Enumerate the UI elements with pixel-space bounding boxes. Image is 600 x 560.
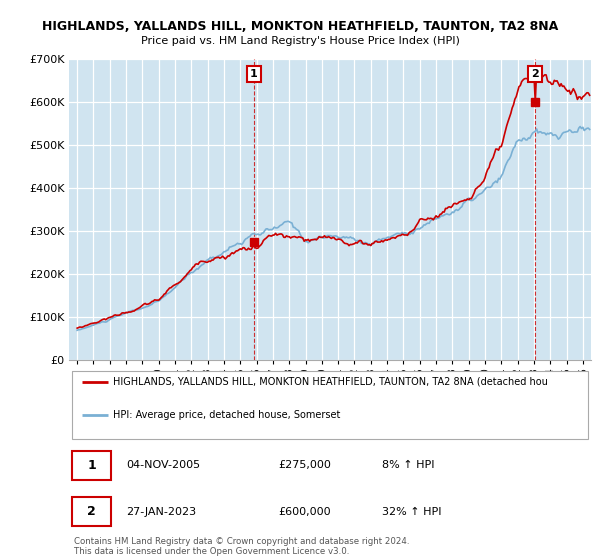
Text: HPI: Average price, detached house, Somerset: HPI: Average price, detached house, Some… xyxy=(113,410,341,420)
Text: £275,000: £275,000 xyxy=(278,460,331,470)
FancyBboxPatch shape xyxy=(71,371,589,439)
Text: £600,000: £600,000 xyxy=(278,507,331,517)
Text: HIGHLANDS, YALLANDS HILL, MONKTON HEATHFIELD, TAUNTON, TA2 8NA: HIGHLANDS, YALLANDS HILL, MONKTON HEATHF… xyxy=(42,20,558,32)
FancyBboxPatch shape xyxy=(71,451,111,480)
Text: 1: 1 xyxy=(87,459,96,472)
Text: 2: 2 xyxy=(531,69,539,79)
Text: 1: 1 xyxy=(250,69,258,79)
FancyBboxPatch shape xyxy=(71,497,111,526)
Text: 27-JAN-2023: 27-JAN-2023 xyxy=(127,507,197,517)
Text: HIGHLANDS, YALLANDS HILL, MONKTON HEATHFIELD, TAUNTON, TA2 8NA (detached hou: HIGHLANDS, YALLANDS HILL, MONKTON HEATHF… xyxy=(113,377,548,387)
Text: 8% ↑ HPI: 8% ↑ HPI xyxy=(382,460,434,470)
Text: Contains HM Land Registry data © Crown copyright and database right 2024.
This d: Contains HM Land Registry data © Crown c… xyxy=(74,537,410,556)
Text: Price paid vs. HM Land Registry's House Price Index (HPI): Price paid vs. HM Land Registry's House … xyxy=(140,36,460,46)
Text: 32% ↑ HPI: 32% ↑ HPI xyxy=(382,507,442,517)
Text: 2: 2 xyxy=(87,505,96,518)
Text: 04-NOV-2005: 04-NOV-2005 xyxy=(127,460,200,470)
